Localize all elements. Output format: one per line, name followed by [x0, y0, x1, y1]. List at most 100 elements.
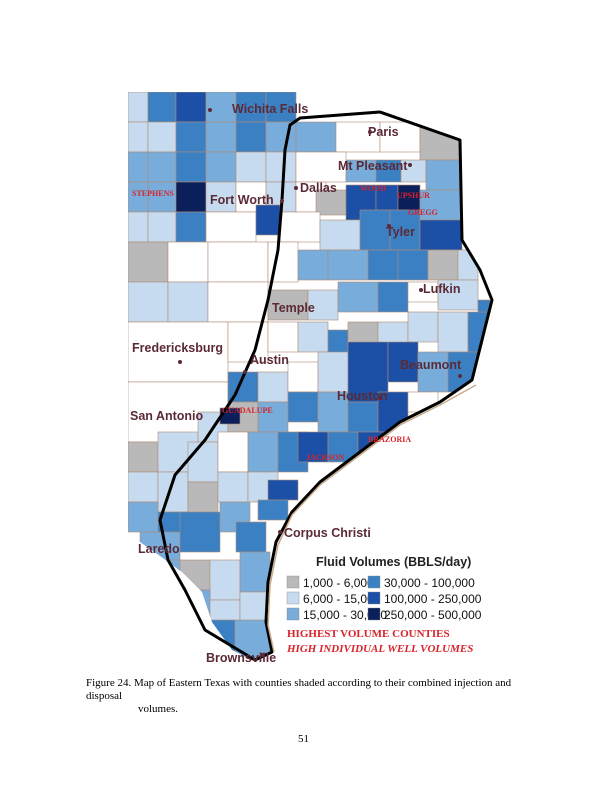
- county: [128, 241, 169, 283]
- county: [217, 471, 249, 503]
- city-label: Tyler: [386, 225, 415, 239]
- page-number: 51: [298, 733, 309, 745]
- county: [207, 281, 269, 323]
- county: [149, 559, 181, 601]
- legend: Fluid Volumes (BBLS/day) 1,000 - 6,000 6,…: [284, 550, 520, 660]
- county: [387, 341, 419, 383]
- county: [128, 121, 149, 153]
- city-dot: [458, 374, 462, 378]
- county-shading: [128, 92, 491, 661]
- county: [417, 351, 449, 393]
- city-dot: [280, 199, 284, 203]
- county: [128, 501, 159, 533]
- county: [255, 204, 281, 236]
- legend-title: Fluid Volumes (BBLS/day): [316, 555, 471, 569]
- legend-label: 30,000 - 100,000: [384, 576, 475, 590]
- city-dot: [378, 396, 382, 400]
- county-label: BRAZORIA: [368, 435, 411, 444]
- county-label: GREGG: [408, 208, 438, 217]
- county: [175, 211, 207, 243]
- county: [217, 431, 249, 473]
- county: [297, 431, 329, 463]
- county: [317, 351, 349, 393]
- county: [187, 441, 219, 483]
- legend-label: 6,000 - 15,000: [303, 592, 381, 606]
- city-dot: [243, 370, 247, 374]
- county: [179, 589, 211, 621]
- legend-label: 100,000 - 250,000: [384, 592, 482, 606]
- county: [147, 181, 177, 213]
- county: [128, 92, 149, 123]
- city-dot: [368, 130, 372, 134]
- county: [257, 401, 289, 433]
- city-dot: [208, 108, 212, 112]
- city-label: Fort Worth: [210, 193, 274, 207]
- county: [179, 511, 221, 553]
- county: [147, 92, 177, 123]
- legend-swatch: [286, 591, 300, 605]
- city-label: Brownsville: [206, 651, 276, 665]
- county: [209, 559, 241, 601]
- county-label: UPSHUR: [397, 191, 430, 200]
- city-label: Wichita Falls: [232, 102, 308, 116]
- city-dot: [419, 288, 423, 292]
- county: [437, 279, 479, 311]
- county: [297, 249, 329, 281]
- city-label: Corpus Christi: [284, 526, 371, 540]
- county: [397, 249, 429, 281]
- county: [279, 211, 321, 243]
- county: [235, 151, 267, 183]
- county: [327, 249, 369, 281]
- county: [377, 281, 409, 313]
- county: [128, 211, 149, 243]
- county: [167, 281, 209, 323]
- county: [175, 92, 207, 123]
- legend-note-individual: HIGH INDIVIDUAL WELL VOLUMES: [286, 643, 473, 655]
- county: [265, 92, 297, 123]
- county: [128, 321, 229, 383]
- county: [147, 211, 177, 243]
- city-dot: [408, 163, 412, 167]
- city-dot: [278, 530, 282, 534]
- city-dot: [178, 360, 182, 364]
- county: [457, 249, 479, 281]
- county: [319, 219, 361, 251]
- county: [167, 241, 209, 283]
- city-dot: [294, 186, 298, 190]
- county: [267, 479, 299, 501]
- city-dot: [387, 224, 391, 228]
- county: [235, 121, 267, 153]
- city-label: Paris: [368, 125, 399, 139]
- legend-swatch: [286, 575, 300, 589]
- county: [128, 151, 149, 183]
- county: [239, 551, 271, 593]
- county: [128, 441, 159, 473]
- county: [257, 499, 289, 521]
- county: [205, 121, 237, 153]
- legend-label: 1,000 - 6,000: [303, 576, 374, 590]
- county: [419, 219, 463, 251]
- city-label: Houston: [337, 389, 388, 403]
- county: [267, 321, 299, 353]
- county: [147, 121, 177, 153]
- city-label: Austin: [250, 353, 289, 367]
- legend-note-highest: HIGHEST VOLUME COUNTIES: [287, 628, 450, 640]
- county: [379, 121, 421, 153]
- city-dot: [260, 653, 264, 657]
- city-label: Mt Pleasant: [338, 159, 408, 173]
- county-label: GUADALUPE: [222, 406, 273, 415]
- county: [205, 181, 237, 213]
- county: [297, 321, 329, 353]
- county: [257, 371, 289, 403]
- county: [287, 361, 319, 393]
- study-area-boundary: [158, 110, 494, 662]
- legend-swatch: [286, 607, 300, 621]
- county: [234, 619, 271, 661]
- county: [207, 241, 269, 283]
- county: [175, 151, 207, 183]
- county-label: WOOD: [360, 184, 386, 193]
- county: [419, 189, 463, 221]
- legend-swatch: [367, 575, 381, 589]
- county: [287, 391, 319, 423]
